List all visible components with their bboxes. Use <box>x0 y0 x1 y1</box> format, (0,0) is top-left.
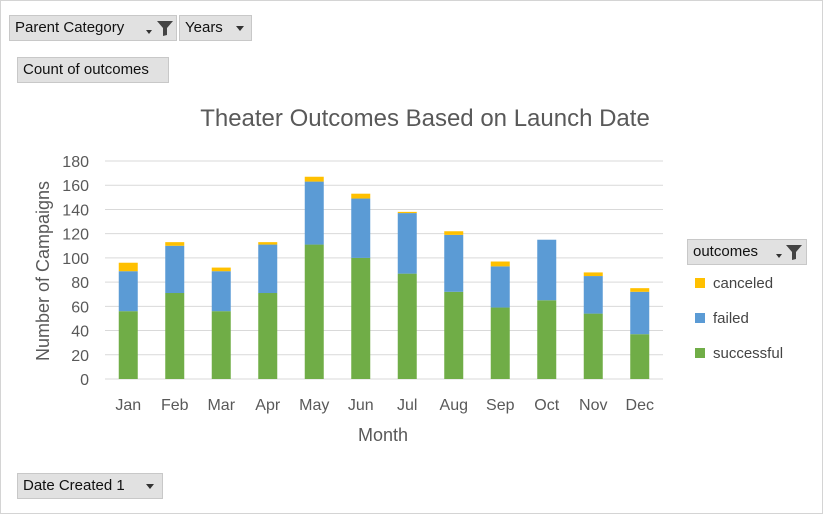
bar-successful-dec <box>630 334 650 379</box>
axis-field-label: Date Created 1 <box>23 477 125 494</box>
legend-field-button[interactable]: outcomes <box>687 239 807 265</box>
x-tick-label: Apr <box>255 397 281 414</box>
bar-canceled-dec <box>630 288 650 292</box>
legend-swatch <box>695 348 705 358</box>
chevron-down-icon <box>776 254 782 258</box>
legend-item-failed: failed <box>695 310 749 327</box>
y-tick-label: 180 <box>62 154 89 171</box>
chevron-down-icon <box>146 484 154 489</box>
bar-failed-oct <box>537 239 557 301</box>
bar-failed-apr <box>258 244 278 294</box>
bar-successful-nov <box>583 313 603 379</box>
y-tick-label: 0 <box>80 372 89 389</box>
x-axis-ticks: Jan Feb Mar Apr May Jun Jul Aug Sep Oct Nov Dec <box>115 397 654 414</box>
x-tick-label: Feb <box>161 397 189 414</box>
bar-canceled-apr <box>258 242 278 245</box>
chevron-down-icon <box>236 26 244 31</box>
x-axis-title: Month <box>358 425 408 445</box>
bar-canceled-aug <box>444 231 464 235</box>
bar-failed-aug <box>444 234 464 292</box>
x-tick-label: Nov <box>579 397 607 414</box>
bar-successful-oct <box>537 300 557 379</box>
y-tick-label: 80 <box>71 275 89 292</box>
parent-category-label: Parent Category <box>15 19 125 36</box>
funnel-icon <box>786 245 802 260</box>
bar-failed-feb <box>165 245 185 294</box>
bar-canceled-sep <box>490 261 510 267</box>
y-tick-label: 160 <box>62 178 89 195</box>
values-field-button[interactable]: Count of outcomes <box>17 57 169 83</box>
bar-failed-jun <box>351 198 371 258</box>
y-tick-label: 120 <box>62 227 89 244</box>
bar-failed-dec <box>630 291 650 335</box>
y-tick-label: 60 <box>71 299 89 316</box>
bar-failed-mar <box>211 271 231 312</box>
x-tick-label: Aug <box>440 397 468 414</box>
y-tick-label: 20 <box>71 348 89 365</box>
x-tick-label: May <box>299 397 329 414</box>
bar-canceled-jun <box>351 193 371 199</box>
bar-failed-nov <box>583 276 603 314</box>
x-tick-label: Sep <box>486 397 515 414</box>
chevron-down-icon <box>146 30 152 34</box>
y-tick-label: 140 <box>62 202 89 219</box>
values-field-label: Count of outcomes <box>23 61 149 78</box>
gridlines <box>105 160 663 380</box>
legend-item-successful: successful <box>695 345 783 362</box>
legend-swatch <box>695 278 705 288</box>
parent-category-filter-button[interactable]: Parent Category <box>9 15 177 41</box>
bar-successful-jan <box>118 311 138 379</box>
bar-canceled-feb <box>165 242 185 246</box>
bar-canceled-jan <box>118 262 138 272</box>
bar-successful-sep <box>490 307 510 379</box>
bar-canceled-nov <box>583 272 603 277</box>
bar-successful-feb <box>165 293 185 379</box>
legend-label: canceled <box>713 275 774 292</box>
legend-item-canceled: canceled <box>695 275 773 292</box>
bar-successful-jun <box>351 257 371 379</box>
x-tick-label: Mar <box>207 397 235 414</box>
bar-canceled-may <box>304 176 324 182</box>
x-tick-label: Jul <box>397 397 417 414</box>
bar-successful-jul <box>397 273 417 379</box>
legend-swatch <box>695 313 705 323</box>
x-tick-label: Jan <box>115 397 141 414</box>
y-axis-title: Number of Campaigns <box>33 181 53 361</box>
years-label: Years <box>185 19 223 36</box>
bar-failed-sep <box>490 266 510 308</box>
chart-title: Theater Outcomes Based on Launch Date <box>200 105 650 132</box>
legend-label: successful <box>713 345 784 362</box>
x-tick-label: Oct <box>534 397 559 414</box>
bar-successful-aug <box>444 291 464 379</box>
axis-field-button[interactable]: Date Created 1 <box>17 473 163 499</box>
funnel-icon <box>157 21 173 36</box>
legend-label: failed <box>713 310 749 327</box>
bars <box>118 176 650 379</box>
bar-failed-jan <box>118 271 138 312</box>
bar-canceled-mar <box>211 267 231 272</box>
bar-failed-may <box>304 181 324 245</box>
y-tick-label: 100 <box>62 251 89 268</box>
legend-field-label: outcomes <box>693 243 759 260</box>
bar-successful-mar <box>211 311 231 379</box>
x-tick-label: Dec <box>626 397 654 414</box>
y-axis-ticks: 0 20 40 60 80 100 120 140 160 180 <box>62 154 89 389</box>
y-tick-label: 40 <box>71 324 89 341</box>
bar-successful-may <box>304 244 324 379</box>
years-filter-button[interactable]: Years <box>179 15 252 41</box>
bar-successful-apr <box>258 293 278 379</box>
bar-failed-jul <box>397 213 417 274</box>
x-tick-label: Jun <box>348 397 374 414</box>
bar-canceled-jul <box>397 211 417 214</box>
